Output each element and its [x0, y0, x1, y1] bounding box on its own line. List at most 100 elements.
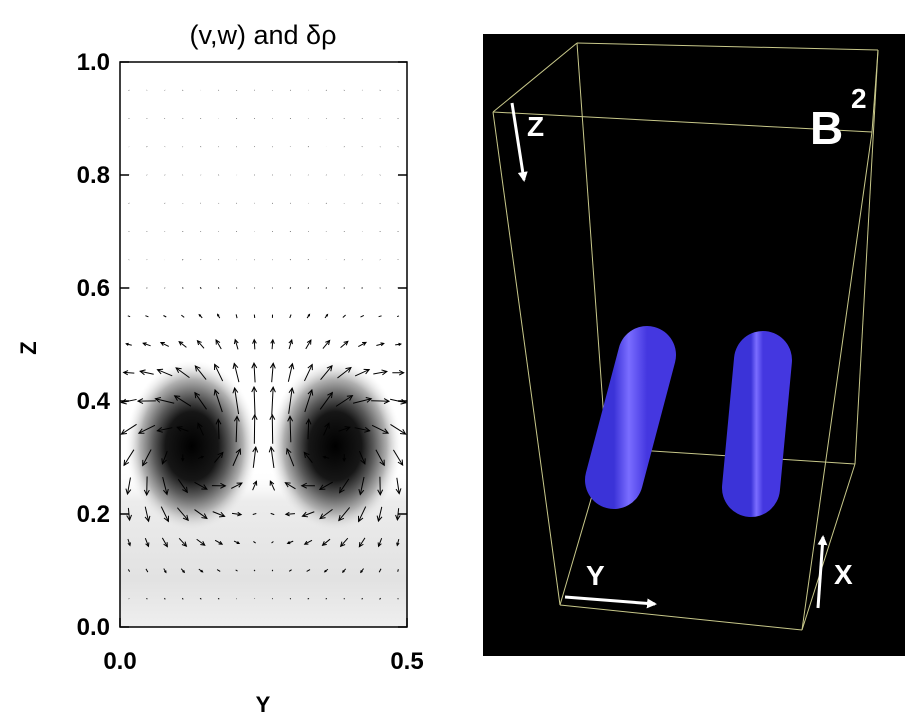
velocity-arrow	[269, 480, 276, 491]
velocity-arrow	[127, 315, 131, 318]
velocity-arrow	[199, 597, 202, 600]
velocity-arrow	[127, 569, 131, 572]
velocity-arrowhead	[201, 513, 208, 520]
velocity-arrowhead	[358, 541, 364, 548]
velocity-arrowhead	[326, 364, 333, 372]
velocity-vectors	[120, 89, 407, 600]
velocity-arrow	[358, 342, 367, 347]
velocity-arrow	[286, 448, 295, 467]
velocity-arrow	[155, 398, 175, 404]
velocity-arrowhead	[303, 451, 310, 458]
velocity-arrowhead	[178, 340, 184, 346]
velocity-arrow	[194, 481, 208, 490]
velocity-arrowhead	[341, 570, 345, 574]
velocity-arrow	[160, 506, 169, 522]
velocity-arrow	[306, 569, 311, 572]
velocity-arrow	[162, 476, 168, 495]
velocity-arrowhead	[269, 480, 275, 486]
velocity-arrow	[307, 287, 310, 289]
velocity-arrowhead	[327, 391, 334, 399]
velocity-arrow	[270, 446, 275, 469]
velocity-arrow	[217, 419, 220, 440]
velocity-arrowhead	[161, 458, 167, 465]
velocity-arrow	[335, 395, 353, 407]
z-axis-label: Z	[527, 111, 544, 142]
velocity-arrowhead	[122, 370, 129, 376]
y-tick-label: 0.8	[77, 162, 110, 189]
velocity-arrowhead	[137, 428, 145, 434]
velocity-arrow	[253, 541, 256, 544]
velocity-arrowhead	[377, 489, 384, 496]
velocity-arrow	[176, 507, 189, 521]
velocity-arrow	[358, 450, 366, 465]
velocity-arrowhead	[324, 422, 330, 429]
velocity-arrowhead	[215, 418, 222, 425]
velocity-arrow	[214, 539, 223, 545]
velocity-arrowhead	[342, 457, 347, 463]
velocity-arrow	[253, 386, 256, 416]
velocity-arrowhead	[365, 397, 373, 403]
velocity-arrowhead	[236, 482, 243, 488]
velocity-arrow	[197, 340, 205, 349]
velocity-arrow	[289, 287, 292, 289]
velocity-arrow	[126, 477, 131, 495]
velocity-arrowhead	[159, 342, 165, 346]
velocity-arrowhead	[125, 488, 132, 496]
velocity-arrowhead	[288, 338, 293, 345]
velocity-arrow	[322, 538, 331, 546]
velocity-arrowhead	[181, 457, 185, 462]
velocity-arrowhead	[144, 515, 151, 523]
velocity-arrow	[214, 452, 224, 463]
velocity-arrow	[253, 363, 256, 383]
velocity-arrowhead	[218, 540, 224, 545]
velocity-arrowhead	[143, 489, 150, 497]
velocity-arrowhead	[252, 338, 257, 344]
velocity-arrow	[161, 537, 168, 547]
velocity-arrowhead	[379, 459, 385, 467]
velocity-arrow	[379, 597, 381, 600]
velocity-arrowhead	[287, 415, 294, 422]
velocity-arrow	[396, 315, 400, 318]
velocity-arrowhead	[321, 541, 327, 547]
velocity-arrowhead	[164, 570, 167, 574]
velocity-arrowhead	[338, 515, 345, 522]
velocity-arrowhead	[163, 515, 169, 523]
velocity-arrowhead	[325, 339, 331, 346]
velocity-arrowhead	[325, 313, 329, 317]
velocity-arrowhead	[200, 569, 204, 573]
arrow-right-icon	[564, 595, 657, 609]
velocity-arrow	[216, 569, 221, 572]
velocity-arrowhead	[197, 422, 203, 429]
velocity-arrow	[271, 541, 274, 544]
velocity-arrow	[352, 398, 372, 404]
velocity-arrow	[304, 389, 313, 413]
y-axis: 0.0 0.2 0.4 0.6 0.8 1.0	[77, 49, 407, 641]
velocity-arrow	[358, 537, 366, 547]
velocity-arrow	[378, 568, 382, 573]
velocity-arrowhead	[286, 541, 291, 545]
velocity-arrow	[232, 448, 241, 467]
velocity-arrow	[337, 367, 352, 379]
velocity-arrow	[271, 387, 274, 415]
y-tick-label: 0.6	[77, 275, 110, 302]
velocity-arrow	[164, 597, 166, 600]
velocity-arrow	[235, 569, 238, 572]
velocity-arrowhead	[252, 446, 259, 453]
velocity-arrowhead	[323, 569, 327, 573]
y-tick-label: 1.0	[77, 49, 110, 76]
x-axis-label: Y	[256, 692, 271, 717]
velocity-arrowhead	[251, 385, 258, 393]
velocity-arrowhead	[307, 388, 314, 396]
velocity-arrowhead	[398, 342, 402, 346]
velocity-arrow	[289, 598, 292, 600]
velocity-arrow	[354, 427, 370, 432]
velocity-arrowhead	[236, 541, 241, 545]
velocity-arrow	[234, 339, 239, 350]
velocity-arrow	[303, 452, 313, 463]
density-field	[120, 62, 407, 627]
velocity-arrow	[140, 370, 154, 375]
velocity-arrow	[142, 449, 152, 466]
velocity-arrow	[288, 388, 293, 414]
velocity-arrowhead	[232, 362, 239, 369]
velocity-arrowhead	[173, 395, 181, 401]
